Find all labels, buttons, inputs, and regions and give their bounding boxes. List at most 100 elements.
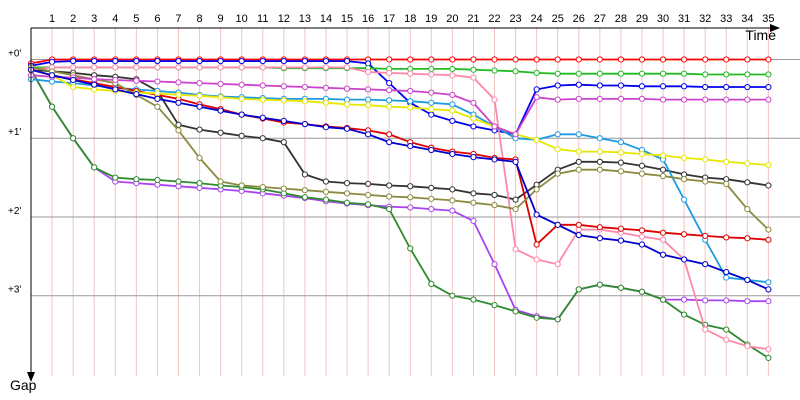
data-point [238, 57, 245, 65]
data-point [702, 178, 709, 185]
data-point [343, 180, 351, 187]
data-point [301, 171, 308, 178]
data-point [470, 56, 477, 63]
data-point [723, 274, 730, 281]
x-tick-label: 27 [594, 13, 606, 25]
x-tick-label: 14 [320, 13, 332, 25]
data-point [91, 76, 98, 83]
x-tick-label: 32 [699, 13, 711, 25]
data-point [428, 195, 435, 202]
data-point [386, 205, 393, 213]
data-point [449, 150, 456, 158]
x-tick-label: 4 [112, 13, 118, 25]
x-tick-label: 28 [615, 13, 627, 25]
data-point [512, 246, 519, 253]
data-point [154, 90, 161, 97]
data-point [428, 65, 435, 73]
data-point [512, 158, 519, 165]
data-point [723, 56, 730, 63]
series-line [30, 74, 769, 136]
data-point [765, 279, 772, 286]
y-tick-label: +0' [8, 48, 21, 59]
data-point [91, 81, 98, 88]
data-point [322, 84, 330, 91]
data-point [617, 56, 625, 63]
data-point [407, 104, 414, 111]
data-point [491, 96, 498, 103]
data-point [217, 80, 224, 88]
data-point [470, 199, 477, 206]
data-point [765, 83, 772, 91]
data-point [48, 72, 56, 79]
data-point [512, 196, 519, 203]
data-point [259, 82, 266, 89]
data-point [154, 57, 161, 65]
data-point [681, 56, 688, 63]
data-point [364, 191, 372, 199]
data-point [343, 125, 351, 132]
data-point [702, 261, 709, 268]
data-point [301, 83, 308, 91]
data-point [765, 161, 772, 169]
data-point [765, 354, 772, 361]
data-point [617, 82, 625, 89]
data-point [428, 184, 435, 191]
data-point [449, 107, 456, 114]
data-point [681, 296, 688, 303]
data-point [575, 81, 582, 88]
data-point [343, 57, 351, 65]
x-tick-label: 11 [257, 13, 268, 25]
data-point [659, 172, 667, 180]
x-tick-label: 23 [509, 13, 521, 25]
data-point [681, 96, 688, 103]
data-point [491, 123, 498, 130]
data-point [765, 286, 772, 293]
data-point [638, 70, 646, 77]
data-point [48, 58, 56, 65]
data-point [70, 57, 77, 65]
data-point [449, 186, 456, 193]
y-tick-label: +3' [8, 285, 21, 296]
data-point [596, 224, 603, 231]
x-tick-label: 13 [299, 13, 311, 25]
data-point [491, 202, 498, 209]
data-point [217, 178, 224, 185]
data-point [681, 83, 688, 90]
data-point [364, 68, 372, 76]
x-tick-label: 10 [236, 13, 248, 25]
data-point [470, 115, 477, 122]
data-point [386, 103, 393, 110]
data-point [596, 82, 603, 89]
data-point [575, 166, 582, 173]
x-tick-label: 9 [218, 13, 224, 25]
data-point [596, 148, 603, 155]
data-point [322, 64, 330, 71]
x-tick-label: 17 [383, 13, 395, 25]
data-point [554, 221, 561, 228]
data-point [343, 190, 351, 197]
data-point [259, 183, 266, 191]
data-point [533, 186, 540, 193]
data-point [70, 83, 77, 91]
data-point [765, 56, 772, 63]
data-point [112, 64, 119, 71]
x-tick-label: 19 [425, 13, 437, 25]
data-point [470, 296, 477, 303]
data-point [386, 69, 393, 76]
data-point [322, 124, 330, 131]
data-point [554, 82, 561, 89]
data-point [175, 99, 182, 106]
data-point [617, 149, 625, 156]
data-point [681, 231, 688, 238]
data-point [133, 91, 140, 98]
x-tick-label: 7 [175, 13, 181, 25]
series-line [30, 66, 769, 351]
data-point [386, 87, 393, 94]
x-tick-label: 30 [657, 13, 669, 25]
data-point [428, 105, 435, 113]
data-point [196, 57, 203, 65]
data-point [364, 131, 372, 138]
data-point [259, 57, 266, 65]
data-point [575, 95, 582, 102]
